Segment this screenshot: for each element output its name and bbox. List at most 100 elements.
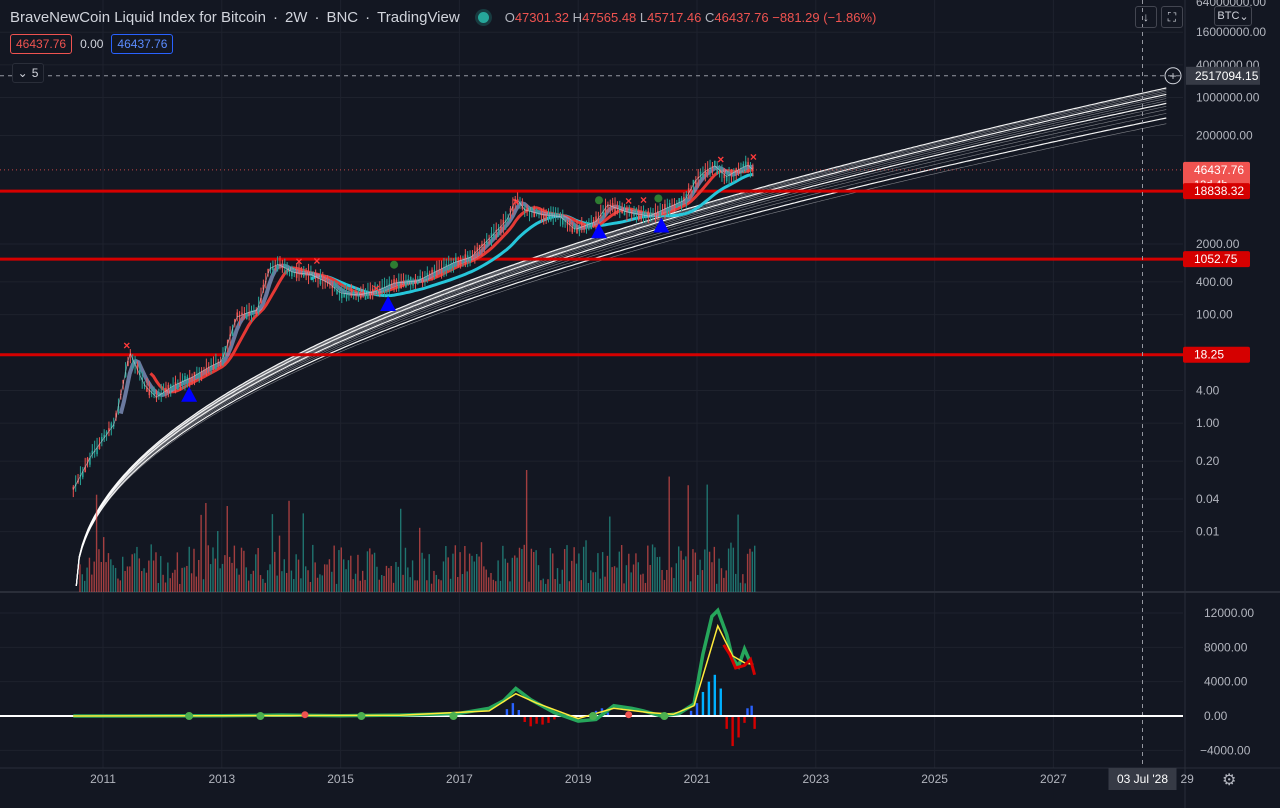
volume-bar	[452, 553, 454, 592]
candle-body	[481, 243, 483, 247]
candle-body	[497, 228, 500, 231]
volume-bar	[347, 560, 350, 592]
volume-bar	[568, 581, 571, 592]
market-status-icon[interactable]	[477, 11, 489, 23]
volume-bar	[689, 581, 692, 592]
histogram-bar	[523, 716, 526, 723]
candle-body	[678, 198, 680, 203]
candle-body	[590, 223, 593, 230]
histogram-bar	[743, 716, 746, 723]
volume-bar	[620, 545, 623, 592]
candle-body	[298, 269, 300, 274]
volume-bar	[157, 583, 160, 592]
osc-axis-label: 12000.00	[1204, 606, 1254, 620]
candle-body	[236, 312, 239, 317]
candle-body	[248, 312, 250, 316]
candle-body	[317, 277, 319, 279]
candle-body	[340, 293, 343, 299]
volume-bar	[91, 574, 93, 592]
volume-bar	[604, 576, 606, 592]
change-value: −881.29 (−1.86%)	[772, 9, 877, 25]
candle-body	[312, 274, 315, 276]
volume-bar	[95, 494, 98, 592]
volume-bar	[385, 565, 388, 592]
settings-gear-icon[interactable]: ⚙	[1222, 772, 1237, 789]
band-curve	[76, 96, 1167, 586]
volume-bar	[238, 574, 240, 592]
volume-bar	[639, 574, 642, 592]
volume-bar	[262, 578, 264, 592]
time-axis-label: 2027	[1040, 772, 1067, 786]
volume-bar	[214, 558, 217, 592]
candle-body	[626, 209, 628, 212]
volume-bar	[521, 549, 523, 592]
candle-body	[357, 294, 360, 296]
volume-bar	[117, 578, 119, 592]
volume-bar	[122, 556, 124, 592]
histogram-bar	[737, 716, 740, 738]
indicator-value-3[interactable]: 46437.76	[111, 34, 174, 54]
time-axis-label: 2011	[90, 772, 116, 786]
indicators-collapse-button[interactable]: ⌄ 5	[12, 63, 44, 83]
candle-body	[117, 406, 120, 411]
volume-bar	[169, 578, 171, 592]
volume-bar	[628, 553, 630, 592]
histogram-bar	[695, 703, 699, 716]
candle-body	[547, 215, 550, 217]
candle-body	[295, 272, 298, 278]
scroll-to-latest-button[interactable]: ↓	[1135, 6, 1157, 28]
candle-body	[578, 227, 581, 232]
volume-bar	[739, 582, 742, 592]
fullscreen-button[interactable]: ⛶	[1161, 6, 1183, 28]
candle-body	[545, 214, 547, 220]
candle-body	[167, 385, 170, 390]
sell-x-marker: ×	[313, 254, 320, 268]
candle-body	[616, 206, 619, 209]
candle-body	[402, 280, 405, 283]
candle-body	[82, 471, 84, 478]
symbol-title[interactable]: BraveNewCoin Liquid Index for Bitcoin	[10, 8, 266, 26]
volume-bar	[195, 576, 198, 592]
candle-body	[695, 180, 697, 185]
sell-x-marker: ×	[717, 153, 724, 167]
price-line	[72, 165, 754, 490]
candle-body	[535, 209, 538, 213]
indicator-value-1[interactable]: 46437.76	[10, 34, 73, 54]
candle-body	[466, 255, 469, 259]
volume-bar	[200, 514, 202, 592]
currency-selector[interactable]: BTC ⌄	[1214, 6, 1252, 26]
volume-bar	[269, 564, 271, 592]
candle-body	[559, 216, 562, 218]
candle-body	[607, 204, 609, 208]
candle-body	[262, 284, 265, 290]
interval-label[interactable]: 2W	[284, 8, 308, 26]
volume-bar	[226, 506, 228, 592]
volume-bar	[319, 574, 321, 592]
volume-bar	[366, 551, 369, 592]
candle-body	[72, 486, 75, 490]
price-axis-label: 4.00	[1196, 383, 1220, 397]
candle-body	[661, 210, 664, 215]
volume-bar	[435, 574, 438, 592]
volume-bar	[618, 551, 620, 592]
volume-bar	[179, 583, 181, 592]
volume-bar	[388, 568, 390, 592]
candle-body	[186, 376, 189, 380]
volume-bar	[190, 573, 193, 592]
candle-body	[749, 167, 752, 169]
volume-bar	[635, 553, 637, 592]
candle-body	[421, 278, 424, 281]
volume-bar	[559, 583, 561, 592]
histogram-bar	[511, 703, 515, 716]
volume-bar	[321, 575, 323, 592]
candle-body	[91, 450, 94, 455]
candle-body	[550, 215, 552, 221]
candle-body	[476, 247, 479, 251]
cross-dot	[625, 711, 633, 719]
candle-body	[369, 292, 372, 299]
candle-body	[291, 271, 293, 277]
volume-bar	[497, 560, 499, 592]
chevron-down-icon: ⌄	[17, 66, 28, 80]
candle-body	[127, 361, 129, 367]
